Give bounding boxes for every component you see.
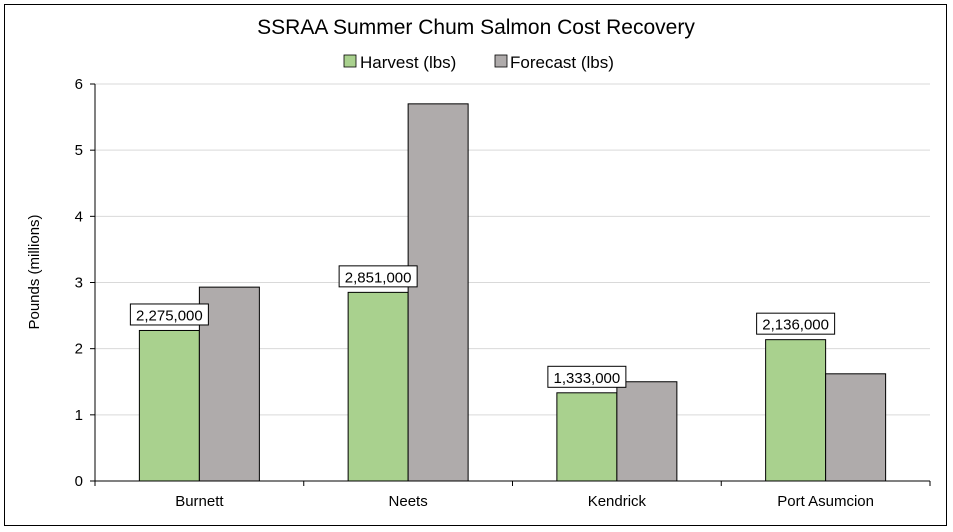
data-labels: 2,275,000 2,851,000 1,333,000 2,136,000 <box>129 265 836 388</box>
y-tick-label: 0 <box>75 473 83 490</box>
bar-forecast <box>198 286 260 482</box>
y-tick-label: 1 <box>75 407 83 424</box>
data-label-box <box>547 365 627 388</box>
y-tick-label: 4 <box>75 208 83 225</box>
bar-forecast <box>616 381 678 482</box>
bar-harvest <box>765 339 827 482</box>
x-tick-label: Neets <box>389 493 428 510</box>
y-axis-ticks: 0 1 2 3 4 5 6 <box>75 76 95 490</box>
legend: Harvest (lbs) Forecast (lbs) <box>343 53 614 72</box>
y-tick-label: 5 <box>75 142 83 159</box>
bar-harvest <box>138 329 200 482</box>
legend-swatch-harvest <box>343 54 357 68</box>
data-label-box <box>338 265 418 288</box>
bar-forecast <box>825 373 887 482</box>
legend-label-forecast: Forecast (lbs) <box>510 53 614 72</box>
y-tick-label: 6 <box>75 76 83 93</box>
bars <box>138 103 887 482</box>
data-label: 1,333,000 <box>554 370 621 387</box>
data-label-box <box>129 303 209 326</box>
y-tick-label: 2 <box>75 341 83 358</box>
y-tick-label: 3 <box>75 275 83 292</box>
x-tick-label: Kendrick <box>588 493 647 510</box>
data-label-box <box>756 312 836 335</box>
data-label: 2,275,000 <box>136 307 203 324</box>
legend-label-harvest: Harvest (lbs) <box>360 53 456 72</box>
data-label: 2,136,000 <box>762 317 829 334</box>
bar-harvest <box>347 291 409 482</box>
y-axis-label: Pounds (millions) <box>26 214 43 329</box>
x-tick-label: Port Asumcion <box>777 493 874 510</box>
legend-swatch-forecast <box>494 54 508 68</box>
x-axis: Burnett Neets Kendrick Port Asumcion <box>94 84 931 510</box>
data-label: 2,851,000 <box>345 269 412 286</box>
bar-harvest <box>556 392 618 482</box>
chart-title: SSRAA Summer Chum Salmon Cost Recovery <box>257 16 695 39</box>
bar-forecast <box>407 103 469 482</box>
x-tick-label: Burnett <box>175 493 224 510</box>
